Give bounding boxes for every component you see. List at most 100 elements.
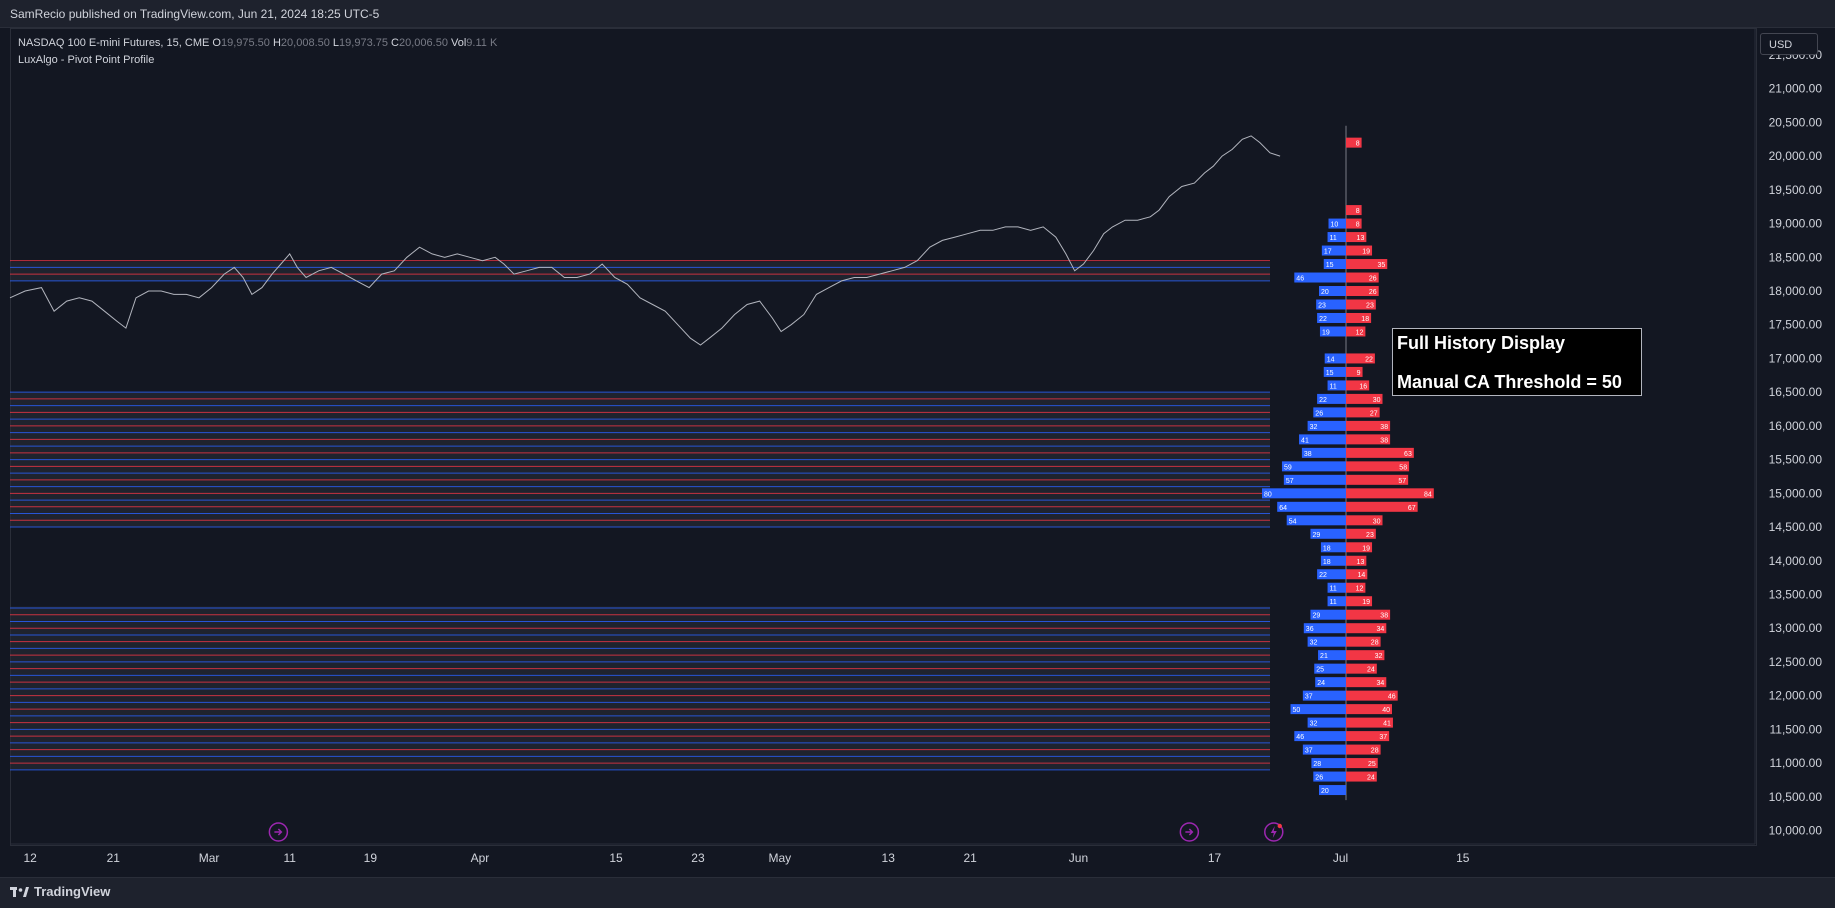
profile-bear-label: 37 — [1379, 734, 1387, 741]
profile-bear-bar — [1346, 137, 1362, 148]
y-tick-label: 14,000.00 — [1769, 554, 1823, 568]
profile-bull-label: 15 — [1326, 370, 1334, 377]
y-tick-label: 17,500.00 — [1769, 318, 1823, 332]
profile-bear-label: 22 — [1365, 356, 1373, 363]
profile-bear-label: 67 — [1408, 505, 1416, 512]
profile-bear-label: 8 — [1356, 141, 1360, 148]
profile-bull-label: 22 — [1319, 397, 1327, 404]
profile-bull-label: 36 — [1306, 626, 1314, 633]
profile-bull-bar — [1319, 286, 1346, 297]
profile-bull-label: 41 — [1301, 437, 1309, 444]
profile-bear-bar — [1346, 596, 1373, 607]
profile-bull-bar — [1316, 299, 1346, 310]
close-value: 20,006.50 — [399, 37, 448, 49]
profile-bull-bar — [1262, 488, 1346, 499]
publisher-bar: SamRecio published on TradingView.com, J… — [0, 0, 1835, 28]
profile-bear-label: 38 — [1380, 437, 1388, 444]
open-label: O — [212, 37, 221, 49]
profile-bull-bar — [1310, 609, 1346, 620]
profile-bear-bar — [1346, 771, 1377, 782]
info-line-1: Full History Display — [1397, 333, 1566, 353]
x-tick-label: 15 — [609, 851, 623, 865]
profile-bear-bar — [1346, 542, 1373, 553]
profile-bull-bar — [1317, 569, 1346, 580]
profile-bear-bar — [1346, 447, 1414, 458]
indicator-name[interactable]: LuxAlgo - Pivot Point Profile — [18, 54, 155, 66]
profile-bull-bar — [1319, 785, 1346, 796]
profile-bull-bar — [1302, 744, 1346, 755]
y-tick-label: 12,000.00 — [1769, 689, 1823, 703]
y-tick-label: 16,500.00 — [1769, 385, 1823, 399]
profile-bull-bar — [1290, 704, 1346, 715]
profile-bear-bar — [1346, 312, 1372, 323]
lightning-event-icon[interactable] — [1264, 822, 1284, 842]
x-tick-label: Apr — [471, 851, 490, 865]
profile-bull-label: 32 — [1310, 640, 1318, 647]
profile-bear-label: 34 — [1377, 680, 1385, 687]
open-value: 19,975.50 — [220, 37, 270, 49]
y-tick-label: 13,500.00 — [1769, 587, 1823, 601]
price-chart[interactable]: 8 8 10 8 11 13 17 19 15 35 46 26 20 26 23 23 22 18 19 12 14 2… — [0, 0, 1835, 877]
profile-bear-bar — [1346, 744, 1381, 755]
profile-bear-label: 84 — [1424, 491, 1432, 498]
profile-bull-label: 80 — [1264, 491, 1272, 498]
profile-bear-label: 46 — [1388, 694, 1396, 701]
profile-bear-bar — [1346, 636, 1381, 647]
profile-bull-bar — [1286, 515, 1346, 526]
profile-bull-bar — [1327, 596, 1346, 607]
close-label: C — [391, 37, 399, 49]
profile-bull-label: 59 — [1284, 464, 1292, 471]
profile-bear-label: 24 — [1367, 775, 1375, 782]
arrow-glyph — [274, 828, 283, 836]
profile-bull-bar — [1317, 312, 1346, 323]
profile-bull-label: 11 — [1330, 235, 1337, 242]
profile-bear-label: 8 — [1356, 208, 1360, 215]
profile-bull-label: 50 — [1293, 707, 1301, 714]
y-tick-label: 19,500.00 — [1769, 183, 1823, 197]
profile-bear-label: 26 — [1369, 276, 1377, 283]
profile-bear-bar — [1346, 690, 1398, 701]
price-series — [9, 135, 1281, 346]
currency-selector[interactable]: USD — [1760, 33, 1818, 55]
footer-bar: TradingView — [0, 877, 1835, 908]
profile-bear-label: 32 — [1375, 653, 1383, 660]
tradingview-logo-icon — [10, 886, 29, 897]
profile-bull-bar — [1323, 366, 1346, 377]
chart-legend: NASDAQ 100 E-mini Futures, 15, CME O19,9… — [18, 35, 497, 69]
profile-bear-bar — [1346, 758, 1378, 769]
symbol-name[interactable]: NASDAQ 100 E-mini Futures, 15, CME — [18, 37, 210, 49]
info-line-2: Manual CA Threshold = 50 — [1397, 372, 1622, 392]
profile-bear-label: 12 — [1356, 586, 1364, 593]
profile-bull-bar — [1307, 717, 1346, 728]
forward-event-icon[interactable] — [268, 822, 289, 842]
y-tick-label: 21,000.00 — [1769, 82, 1823, 96]
profile-bear-label: 25 — [1368, 761, 1376, 768]
profile-bear-bar — [1346, 650, 1385, 661]
profile-bear-label: 28 — [1371, 748, 1379, 755]
profile-bull-label: 32 — [1310, 721, 1318, 728]
profile-bear-bar — [1346, 717, 1393, 728]
profile-bull-label: 10 — [1331, 222, 1339, 229]
y-tick-label: 14,500.00 — [1769, 520, 1823, 534]
profile-bull-bar — [1307, 636, 1346, 647]
profile-bear-bar — [1346, 272, 1379, 283]
tradingview-logo[interactable]: TradingView — [10, 884, 110, 899]
x-tick-label: 13 — [882, 851, 896, 865]
price-axis: 10,000.00 10,500.00 11,000.00 11,500.00 12,0… — [1769, 48, 1823, 838]
time-axis: 12 21 Mar 11 19 Apr 15 23 May 13 21 Jun 17 Jul 15 — [23, 851, 1469, 865]
profile-bear-label: 23 — [1366, 532, 1374, 539]
profile-bear-bar — [1346, 569, 1368, 580]
profile-bear-label: 30 — [1373, 518, 1381, 525]
profile-bull-bar — [1314, 663, 1346, 674]
profile-bull-label: 25 — [1316, 667, 1324, 674]
profile-bear-label: 35 — [1377, 262, 1385, 269]
profile-bear-bar — [1346, 326, 1366, 337]
profile-bear-label: 19 — [1362, 249, 1370, 256]
profile-bull-bar — [1327, 582, 1346, 593]
forward-event-icon[interactable] — [1179, 822, 1200, 842]
profile-bull-bar — [1299, 434, 1346, 445]
arrow-glyph — [1185, 828, 1194, 836]
profile-bear-label: 13 — [1357, 235, 1365, 242]
x-tick-label: 21 — [107, 851, 121, 865]
profile-bull-label: 28 — [1313, 761, 1321, 768]
